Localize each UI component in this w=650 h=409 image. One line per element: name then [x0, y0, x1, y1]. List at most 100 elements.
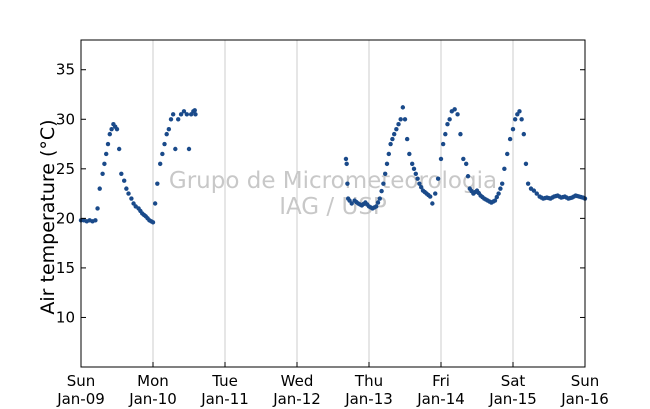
- data-point: [100, 171, 105, 176]
- x-tick-label-date: Jan-09: [56, 390, 105, 408]
- data-point: [433, 191, 438, 196]
- y-tick-label: 35: [56, 61, 75, 79]
- x-tick-label-date: Jan-16: [560, 390, 609, 408]
- data-point: [502, 166, 507, 172]
- data-point: [384, 161, 390, 167]
- x-tick-label-date: Jan-10: [128, 390, 177, 408]
- data-point: [413, 171, 418, 176]
- data-point: [164, 131, 169, 137]
- data-point: [402, 117, 408, 122]
- data-point: [531, 188, 537, 193]
- data-point: [428, 194, 433, 199]
- x-axis: SunJan-09MonJan-10TueJan-11WedJan-12ThuJ…: [56, 362, 609, 408]
- data-point: [344, 161, 349, 167]
- data-point: [345, 181, 350, 186]
- data-point: [168, 117, 174, 122]
- data-point: [114, 126, 120, 132]
- data-point: [184, 112, 190, 117]
- x-tick-label-day: Sun: [571, 372, 600, 390]
- data-points: [78, 105, 588, 225]
- data-point: [150, 220, 156, 225]
- data-point: [126, 191, 131, 196]
- data-point: [173, 146, 178, 152]
- data-point: [507, 136, 513, 142]
- x-tick-label-day: Mon: [137, 372, 169, 390]
- data-point: [116, 146, 122, 152]
- data-point-interpolated: [494, 194, 499, 200]
- y-axis-label: Air temperature (°C): [37, 119, 59, 314]
- y-tick-label: 30: [56, 110, 75, 128]
- data-point: [119, 171, 124, 176]
- data-point: [521, 131, 526, 137]
- data-point: [398, 117, 403, 122]
- data-point: [458, 131, 463, 137]
- data-point: [158, 161, 163, 167]
- watermark: Grupo de Micrometeorologia IAG / USP: [169, 168, 497, 220]
- data-point: [519, 117, 524, 122]
- data-point: [97, 186, 102, 191]
- data-point-interpolated: [102, 161, 107, 167]
- data-point: [377, 196, 382, 201]
- data-point: [505, 151, 510, 157]
- data-point: [417, 181, 422, 186]
- data-point-interpolated: [415, 176, 420, 181]
- data-point-interpolated: [419, 184, 424, 190]
- data-point: [162, 141, 167, 147]
- data-point: [129, 196, 134, 201]
- data-point-interpolated: [386, 151, 391, 157]
- data-point: [438, 156, 444, 162]
- data-point: [496, 191, 501, 196]
- data-point: [404, 136, 410, 142]
- data-point: [343, 156, 349, 162]
- data-point: [455, 112, 460, 117]
- y-tick-label: 15: [56, 259, 75, 277]
- data-point: [193, 112, 198, 117]
- data-point: [95, 206, 100, 211]
- data-point: [492, 198, 498, 203]
- y-axis: 10 15 20 25 30 35: [56, 61, 585, 326]
- data-point-interpolated: [390, 136, 395, 142]
- data-point: [407, 151, 412, 157]
- data-point: [525, 181, 531, 186]
- x-tick-label-date: Jan-11: [200, 390, 249, 408]
- data-point: [104, 151, 109, 157]
- data-point: [523, 161, 529, 167]
- data-point: [445, 122, 450, 127]
- x-tick-label-day: Sat: [501, 372, 526, 390]
- data-point-interpolated: [375, 200, 381, 205]
- data-point: [186, 146, 192, 152]
- x-tick-label-date: Jan-12: [272, 390, 321, 408]
- y-tick-label: 10: [56, 308, 75, 326]
- data-point: [410, 161, 415, 167]
- x-tick-label-day: Thu: [354, 372, 383, 390]
- x-tick-label-day: Sun: [67, 372, 96, 390]
- data-point: [93, 218, 98, 223]
- data-point: [461, 156, 466, 162]
- grid-lines: [152, 40, 514, 367]
- x-tick-label-date: Jan-14: [416, 390, 465, 408]
- data-point: [500, 181, 505, 186]
- data-point: [349, 201, 354, 206]
- x-tick-label-day: Tue: [211, 372, 238, 390]
- data-point: [452, 107, 457, 112]
- data-point-interpolated: [411, 166, 417, 172]
- x-tick-label-day: Fri: [432, 372, 450, 390]
- data-point-interpolated: [105, 141, 111, 147]
- data-point: [443, 131, 448, 137]
- data-point: [510, 126, 516, 132]
- data-point: [176, 117, 181, 122]
- data-point: [381, 181, 386, 186]
- data-point: [440, 141, 446, 147]
- data-point: [178, 112, 184, 117]
- x-tick-label-date: Jan-13: [344, 390, 393, 408]
- data-point-interpolated: [465, 174, 471, 179]
- data-point: [166, 126, 172, 132]
- data-point: [435, 176, 441, 181]
- plot-frame: [80, 39, 586, 368]
- data-point: [392, 131, 397, 137]
- data-point-interpolated: [498, 186, 503, 191]
- data-point: [447, 117, 452, 122]
- data-point: [396, 122, 401, 127]
- y-tick-label: 20: [56, 209, 75, 227]
